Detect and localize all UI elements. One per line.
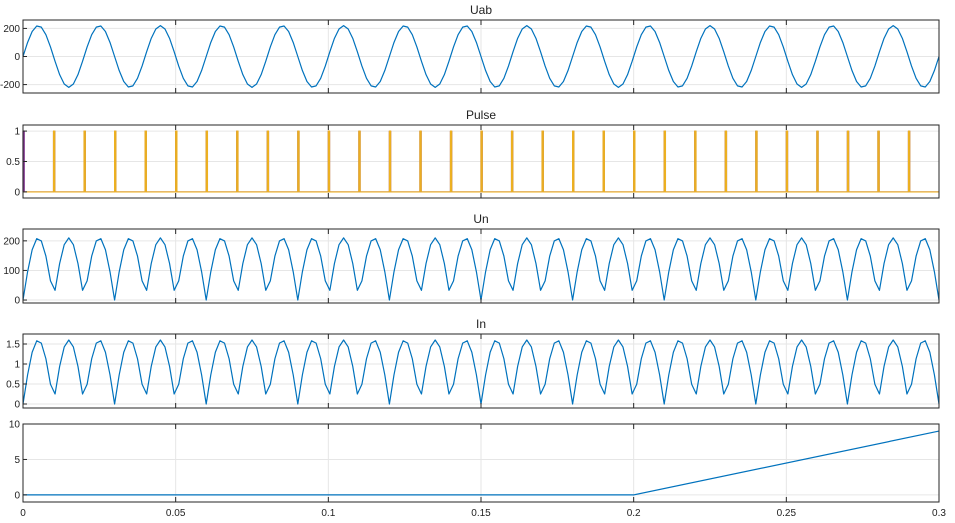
- series-line-blue: [22, 25, 940, 88]
- y-tick-label: 100: [3, 266, 20, 277]
- x-tick-label: 0.2: [627, 508, 641, 519]
- panel-pulse: 0 0.5 1 Pulse: [6, 108, 940, 199]
- panel-bottom: 0 5 10 0 0.05 0.1 0.15 0.2 0.25 0.3: [9, 420, 947, 520]
- y-tick-label: 1: [14, 127, 20, 138]
- y-tick-label: 10: [9, 420, 21, 431]
- y-tick-label: 1: [14, 360, 20, 371]
- y-tick-label: 0: [14, 400, 20, 411]
- x-tick-label: 0.05: [166, 508, 186, 519]
- y-tick-label: 0: [14, 52, 20, 63]
- panel-title: In: [476, 317, 486, 331]
- x-tick-label: 0.3: [932, 508, 946, 519]
- y-tick-label: 0: [14, 490, 20, 501]
- y-tick-label: 5: [14, 455, 20, 466]
- y-tick-label: 1.5: [6, 340, 20, 351]
- y-tick-label: 200: [3, 236, 20, 247]
- x-tick-label: 0.15: [471, 508, 491, 519]
- panel-title: Un: [473, 212, 488, 226]
- y-tick-label: 200: [3, 24, 20, 35]
- y-tick-label: 0: [14, 296, 20, 307]
- y-tick-label: 0.5: [6, 380, 20, 391]
- series-line-orange: [23, 130, 939, 193]
- x-tick-label: 0.25: [777, 508, 797, 519]
- y-tick-label: -200: [0, 80, 20, 91]
- panel-uab: -200 0 200 Uab: [0, 3, 940, 94]
- x-tick-label: 0.1: [321, 508, 335, 519]
- y-tick-label: 0: [14, 187, 20, 198]
- panel-title: Pulse: [466, 108, 496, 122]
- panel-in: 0 0.5 1 1.5 In: [6, 317, 940, 411]
- series-line-blue: [23, 430, 940, 496]
- panel-un: 0 100 200 Un: [3, 212, 940, 307]
- x-tick-label: 0: [20, 508, 26, 519]
- panel-title: Uab: [470, 3, 492, 17]
- y-tick-label: 0.5: [6, 157, 20, 168]
